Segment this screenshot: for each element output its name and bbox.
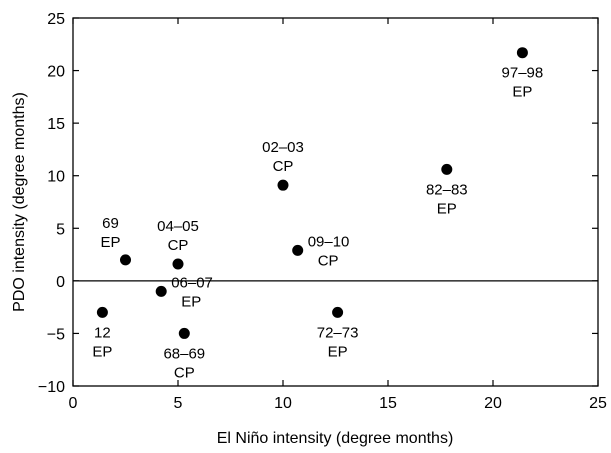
point-label-type: EP: [92, 343, 112, 360]
data-point: [155, 285, 167, 297]
data-point: [172, 258, 184, 270]
data-point: [277, 179, 289, 191]
y-tick-label: 10: [47, 169, 65, 186]
x-tick-label: 15: [379, 395, 397, 412]
point-label-type: EP: [328, 343, 348, 360]
data-point: [516, 47, 528, 59]
point-label-type: CP: [318, 252, 339, 269]
x-tick-label: 10: [274, 395, 292, 412]
point-label-year: 04–05: [157, 218, 199, 235]
ticks-layer: 0 5 10 15 20 25 −10 −5 0 5 10 15 20 25: [38, 11, 607, 412]
data-point: [178, 327, 190, 339]
plot-frame: [72, 17, 599, 387]
point-label-type: EP: [100, 234, 120, 251]
x-tick-label: 20: [484, 395, 502, 412]
data-point: [96, 306, 108, 318]
x-tick-label: 0: [69, 395, 78, 412]
point-label-type: EP: [512, 84, 532, 101]
point-label-type: CP: [168, 237, 189, 254]
data-point: [332, 306, 344, 318]
y-tick-label: 15: [47, 116, 65, 133]
point-label-year: 69: [102, 215, 119, 232]
y-axis-title: PDO intensity (degree months): [11, 92, 28, 312]
data-point: [441, 163, 453, 175]
data-point: [120, 254, 131, 266]
point-label-year: 72–73: [317, 324, 359, 341]
y-tick-label: −5: [47, 326, 65, 343]
point-label-year: 09–10: [308, 233, 350, 250]
data-point: [292, 244, 304, 256]
points-layer: [96, 47, 528, 339]
point-label-year: 82–83: [426, 181, 468, 198]
x-axis-title: El Niño intensity (degree months): [217, 430, 454, 447]
point-label-year: 12: [94, 324, 111, 341]
point-label-year: 06–07: [171, 274, 213, 291]
point-label-type: EP: [181, 293, 201, 310]
point-label-type: CP: [174, 364, 195, 381]
point-label-year: 02–03: [262, 139, 304, 156]
x-tick-label: 25: [589, 395, 607, 412]
labels-layer: 12 EP 69 EP 06–07 EP 04–05 CP 68–69 CP 02–03 CP 09–1…: [92, 65, 543, 382]
y-tick-label: 0: [56, 274, 65, 291]
y-tick-label: 25: [47, 11, 65, 28]
point-label-year: 97–98: [502, 65, 544, 82]
point-label-year: 68–69: [163, 345, 205, 362]
y-tick-label: −10: [38, 379, 65, 396]
x-tick-label: 5: [174, 395, 183, 412]
point-label-type: EP: [437, 200, 457, 217]
y-tick-label: 5: [56, 221, 65, 238]
point-label-type: CP: [273, 158, 294, 175]
y-tick-label: 20: [47, 64, 65, 81]
